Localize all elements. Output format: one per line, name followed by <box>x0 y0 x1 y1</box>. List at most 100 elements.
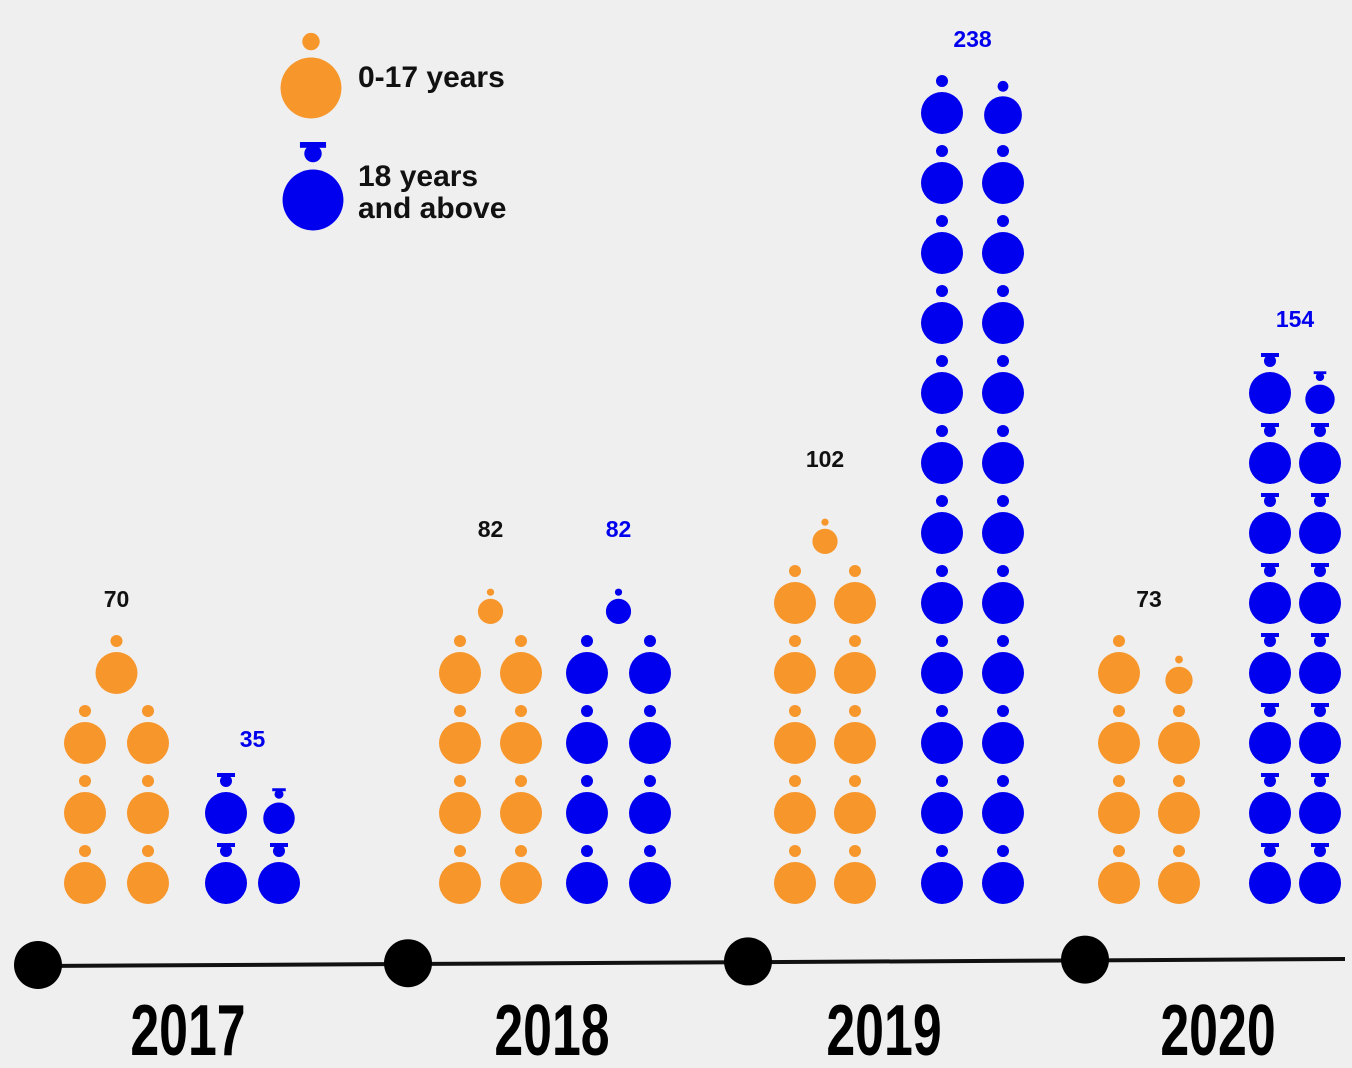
icon-hat <box>272 788 286 792</box>
icon-body <box>1305 384 1335 414</box>
icon-head <box>936 285 948 297</box>
icon-body <box>1158 792 1200 834</box>
icon-head <box>581 705 593 717</box>
icon-body <box>1299 862 1341 904</box>
icon-body <box>982 582 1024 624</box>
year-label: 2019 <box>826 991 941 1068</box>
icon-head <box>997 705 1009 717</box>
icon-body <box>1249 582 1291 624</box>
icon-head <box>515 705 527 717</box>
icon-body <box>834 792 876 834</box>
value-label: 70 <box>104 586 130 612</box>
icon-body <box>127 722 169 764</box>
icon-body <box>1249 652 1291 694</box>
icon-head <box>936 495 948 507</box>
icon-body <box>1299 582 1341 624</box>
value-label: 154 <box>1276 306 1315 332</box>
icon-body <box>1299 442 1341 484</box>
icon-hat <box>1311 773 1329 777</box>
icon-body <box>1165 666 1193 694</box>
icon-body <box>127 792 169 834</box>
icon-hat <box>270 843 288 847</box>
legend-label: 0-17 years <box>358 61 505 94</box>
icon-hat <box>1313 371 1327 375</box>
icon-body <box>774 862 816 904</box>
icon-head <box>614 588 623 596</box>
icon-body <box>500 652 542 694</box>
icon-head <box>789 845 801 857</box>
icon-body <box>982 652 1024 694</box>
value-label: 102 <box>806 446 844 472</box>
icon-body <box>921 722 963 764</box>
timeline-dot <box>724 937 772 986</box>
icon-head <box>1314 775 1326 787</box>
icon-body <box>921 512 963 554</box>
icon-head <box>644 705 656 717</box>
icon-body <box>921 92 963 134</box>
icon-head <box>1314 565 1326 577</box>
value-label: 238 <box>953 26 992 52</box>
icon-head <box>486 588 495 596</box>
icon-head <box>997 355 1009 367</box>
legend-label: 18 years and above <box>358 160 507 225</box>
icon-body <box>439 862 481 904</box>
icon-body <box>982 302 1024 344</box>
icon-body <box>921 582 963 624</box>
icon-body <box>205 862 247 904</box>
icon-body <box>64 862 106 904</box>
icon-head <box>1173 705 1185 717</box>
icon-body <box>982 232 1024 274</box>
icon-head <box>936 145 948 157</box>
icon-body <box>984 96 1022 134</box>
icon-body <box>921 792 963 834</box>
icon-body <box>834 722 876 764</box>
icon-head <box>1314 845 1326 857</box>
icon-head <box>936 845 948 857</box>
icon-head <box>1264 705 1276 717</box>
icon-head <box>454 705 466 717</box>
icon-body <box>64 792 106 834</box>
icon-hat <box>1261 633 1279 637</box>
icon-head <box>849 635 861 647</box>
icon-head <box>79 845 91 857</box>
icon-head <box>849 775 861 787</box>
icon-head <box>1314 635 1326 647</box>
icon-head <box>1264 565 1276 577</box>
icon-body <box>1299 722 1341 764</box>
icon-head <box>997 565 1009 577</box>
icon-body <box>629 792 671 834</box>
icon-head <box>1113 775 1125 787</box>
icon-hat <box>1311 843 1329 847</box>
icon-head <box>79 775 91 787</box>
icon-head <box>644 845 656 857</box>
year-label: 2017 <box>130 991 245 1068</box>
icon-group <box>64 635 169 904</box>
icon-head <box>849 845 861 857</box>
icon-head <box>849 705 861 717</box>
icon-body <box>566 862 608 904</box>
icon-body <box>64 722 106 764</box>
icon-body <box>1249 512 1291 554</box>
icon-head <box>454 845 466 857</box>
icon-hat <box>1261 353 1279 357</box>
icon-head <box>79 705 91 717</box>
value-label: 82 <box>478 516 504 542</box>
icon-body <box>921 652 963 694</box>
icon-head <box>581 635 593 647</box>
icon-head <box>220 845 232 857</box>
icon-hat <box>1261 493 1279 497</box>
icon-body <box>774 582 816 624</box>
icon-body <box>439 722 481 764</box>
icon-group <box>1249 353 1341 904</box>
icon-hat <box>299 142 327 148</box>
icon-head <box>997 425 1009 437</box>
icon-head <box>936 635 948 647</box>
icon-head <box>644 775 656 787</box>
icon-head <box>936 75 948 87</box>
icon-group <box>566 588 671 904</box>
icon-head <box>1315 372 1325 382</box>
icon-head <box>1113 845 1125 857</box>
icon-head <box>789 635 801 647</box>
timeline-dot <box>384 939 432 988</box>
